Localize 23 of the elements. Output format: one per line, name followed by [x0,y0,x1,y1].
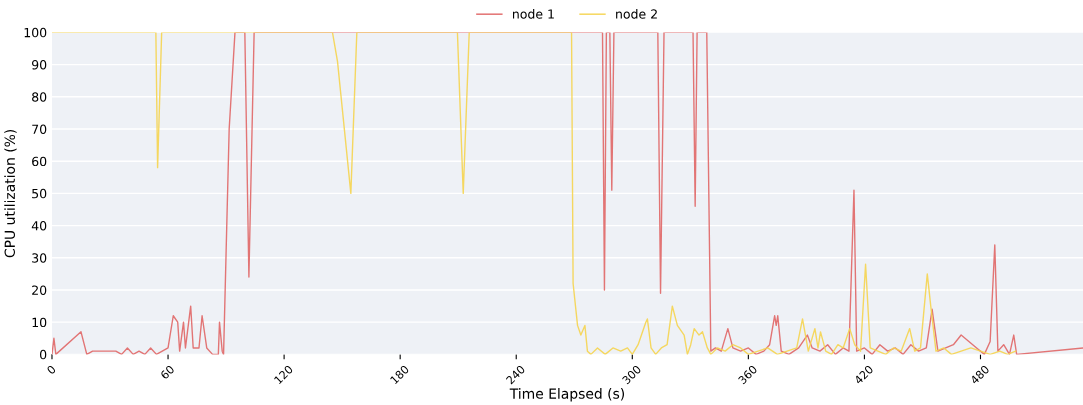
y-tick-label: 30 [32,253,47,263]
x-tick-label: 120 [273,364,294,385]
legend-label: node 2 [616,9,657,19]
x-tick-label: 180 [389,364,410,385]
x-tick-label: 420 [853,364,874,385]
y-tick-label: 10 [32,317,47,328]
x-tick-label: 360 [737,364,758,385]
legend-label: node 1 [513,9,554,19]
x-tick-label: 300 [621,364,642,385]
x-tick-label: 480 [969,364,990,385]
y-tick-label: 100 [24,27,47,38]
y-tick-label: 20 [32,285,47,295]
y-tick-label: 60 [32,156,47,167]
y-tick-label: 50 [32,188,47,199]
x-tick-label: 60 [159,364,175,380]
x-tick-label: 0 [46,364,57,375]
y-tick-label: 0 [39,349,47,360]
y-tick-label: 70 [32,124,47,134]
y-tick-label: 90 [32,60,47,70]
y-tick-label: 80 [32,92,47,102]
y-tick-label: 40 [31,221,47,231]
y-axis-title: CPU utilization (%) [4,129,17,258]
x-axis-title: Time Elapsed (s) [509,388,625,402]
